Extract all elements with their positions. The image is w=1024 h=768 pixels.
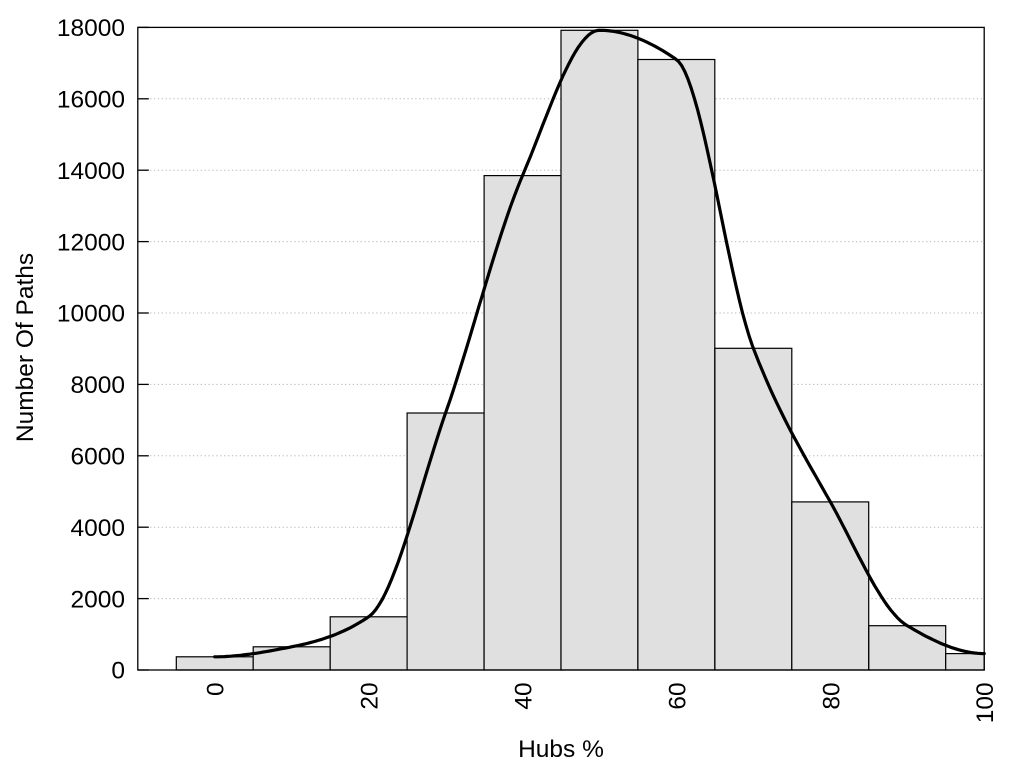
svg-text:18000: 18000: [57, 15, 125, 42]
svg-text:2000: 2000: [70, 586, 125, 613]
svg-text:80: 80: [818, 682, 845, 709]
svg-text:16000: 16000: [57, 87, 125, 114]
svg-text:4000: 4000: [70, 515, 125, 542]
svg-text:0: 0: [111, 658, 125, 685]
svg-text:0: 0: [203, 682, 230, 696]
svg-text:14000: 14000: [57, 158, 125, 185]
svg-text:10000: 10000: [57, 301, 125, 328]
svg-text:12000: 12000: [57, 229, 125, 256]
svg-text:Hubs %: Hubs %: [518, 736, 604, 763]
svg-text:40: 40: [511, 682, 538, 709]
svg-text:6000: 6000: [70, 444, 125, 471]
svg-text:60: 60: [664, 682, 691, 709]
svg-text:8000: 8000: [70, 372, 125, 399]
svg-text:100: 100: [972, 682, 999, 723]
svg-text:20: 20: [357, 682, 384, 709]
svg-text:Number Of Paths: Number Of Paths: [12, 253, 39, 442]
